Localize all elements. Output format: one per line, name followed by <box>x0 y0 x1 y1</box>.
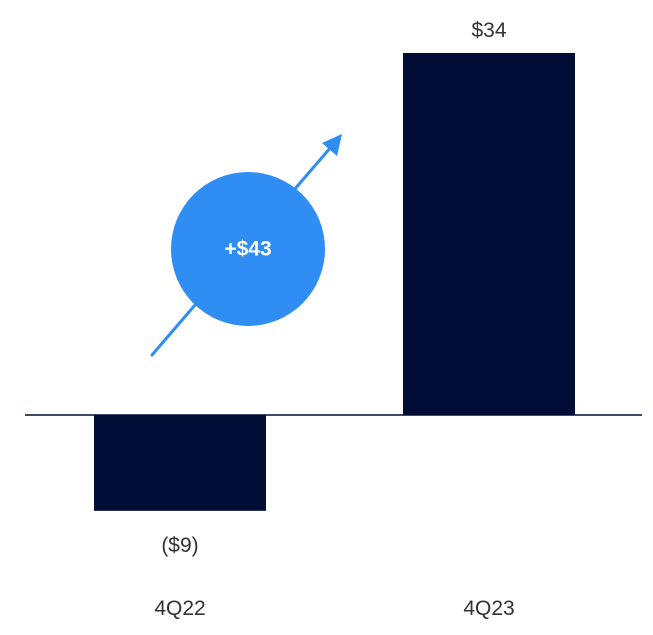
bar-4q22 <box>94 415 266 511</box>
category-label-4q23: 4Q23 <box>463 597 514 620</box>
bar-4q23 <box>403 53 575 415</box>
change-annotation: +$43 <box>150 134 342 357</box>
labels-layer: ($9) 4Q22 $34 4Q23 <box>154 19 514 620</box>
change-label: +$43 <box>224 238 271 261</box>
value-label-4q23: $34 <box>471 19 506 42</box>
change-circle <box>171 172 325 326</box>
bars-layer <box>94 53 575 511</box>
value-label-4q22: ($9) <box>161 534 198 557</box>
category-label-4q22: 4Q22 <box>154 597 205 620</box>
increase-arrow-head <box>322 134 342 156</box>
